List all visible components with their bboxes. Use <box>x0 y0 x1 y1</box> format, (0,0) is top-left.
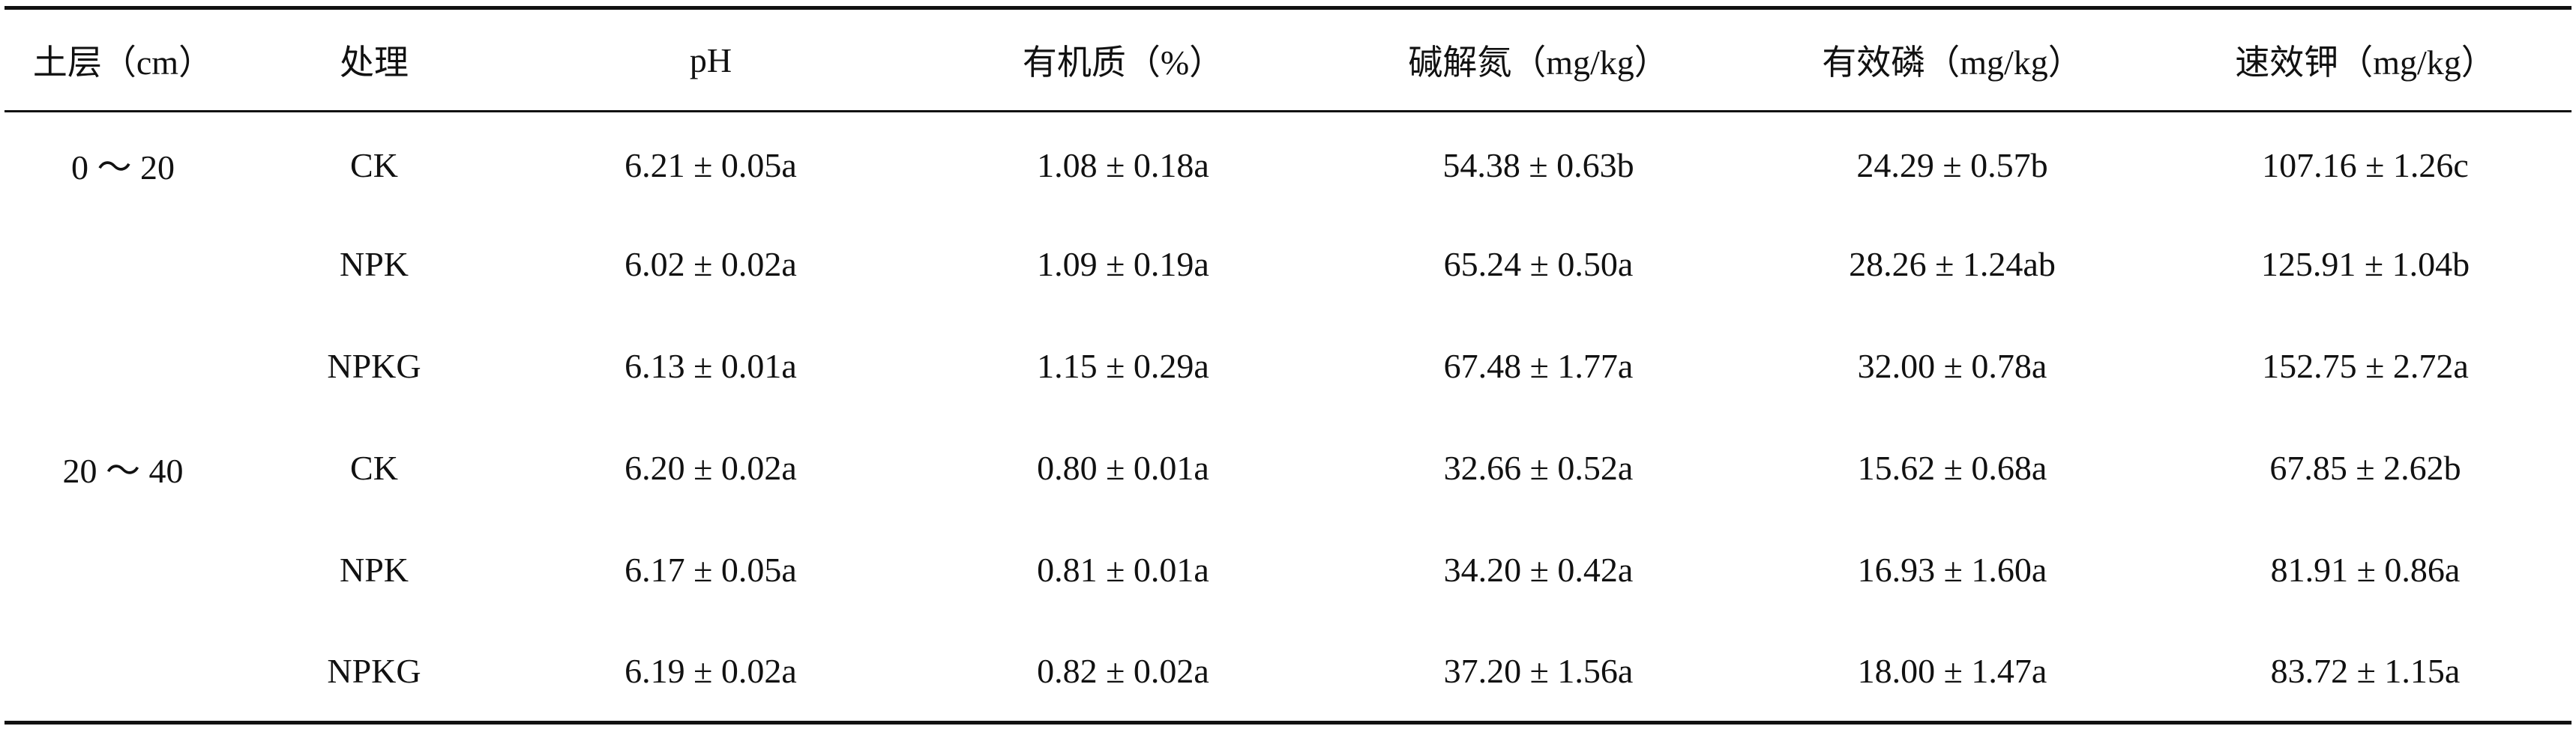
cell-soil-layer <box>4 519 241 621</box>
cell-ph: 6.20 ± 0.02a <box>625 449 797 487</box>
header-soil-layer: 土层（cm） <box>4 6 241 112</box>
cell-soil-layer <box>4 620 241 725</box>
table-body: 0 ～ 20 CK 6.21 ± 0.05a 1.08 ± 0.18a 54.3… <box>4 112 2572 725</box>
cell-available-k: 67.85 ± 2.62b <box>2269 449 2461 487</box>
header-row: 土层（cm） 处理 pH 有机质（%） 碱解氮（mg/kg） 有效磷（mg/kg… <box>4 6 2572 112</box>
table-row: 20 ～ 40 CK 6.20 ± 0.02a 0.80 ± 0.01a 32.… <box>4 417 2572 519</box>
header-available-p: 有效磷（mg/kg） <box>1745 6 2159 112</box>
cell-alkali-n: 54.38 ± 0.63b <box>1442 145 1634 184</box>
cell-organic-matter: 0.80 ± 0.01a <box>1037 449 1209 487</box>
cell-available-p: 28.26 ± 1.24ab <box>1849 245 2056 283</box>
cell-ph: 6.02 ± 0.02a <box>625 245 797 283</box>
table-row: 0 ～ 20 CK 6.21 ± 0.05a 1.08 ± 0.18a 54.3… <box>4 112 2572 214</box>
cell-soil-layer <box>4 315 241 417</box>
cell-available-p: 24.29 ± 0.57b <box>1856 145 2048 184</box>
cell-organic-matter: 1.09 ± 0.19a <box>1037 245 1209 283</box>
cell-treatment: NPK <box>339 245 409 283</box>
cell-alkali-n: 34.20 ± 0.42a <box>1443 551 1634 589</box>
cell-ph: 6.21 ± 0.05a <box>625 145 797 184</box>
cell-available-p: 32.00 ± 0.78a <box>1857 347 2047 385</box>
table-row: NPKG 6.19 ± 0.02a 0.82 ± 0.02a 37.20 ± 1… <box>4 620 2572 725</box>
cell-ph: 6.13 ± 0.01a <box>625 347 797 385</box>
header-ph: pH <box>507 6 915 112</box>
header-treatment: 处理 <box>241 6 507 112</box>
cell-treatment: CK <box>350 145 398 184</box>
cell-soil-layer: 0 ～ 20 <box>71 148 175 187</box>
soil-properties-table: 土层（cm） 处理 pH 有机质（%） 碱解氮（mg/kg） 有效磷（mg/kg… <box>4 6 2572 725</box>
cell-soil-layer: 20 ～ 40 <box>62 451 184 490</box>
cell-organic-matter: 1.08 ± 0.18a <box>1037 145 1209 184</box>
table-row: NPK 6.17 ± 0.05a 0.81 ± 0.01a 34.20 ± 0.… <box>4 519 2572 621</box>
cell-alkali-n: 65.24 ± 0.50a <box>1443 245 1634 283</box>
cell-available-k: 107.16 ± 1.26c <box>2262 145 2469 184</box>
cell-available-k: 83.72 ± 1.15a <box>2159 620 2572 725</box>
cell-treatment: NPKG <box>241 620 507 725</box>
cell-available-p: 15.62 ± 0.68a <box>1857 449 2047 487</box>
cell-soil-layer <box>4 214 241 315</box>
cell-available-k: 125.91 ± 1.04b <box>2260 245 2470 283</box>
cell-alkali-n: 67.48 ± 1.77a <box>1443 347 1634 385</box>
cell-treatment: NPKG <box>327 347 421 385</box>
cell-treatment: CK <box>350 449 398 487</box>
header-available-k: 速效钾（mg/kg） <box>2159 6 2572 112</box>
table-header: 土层（cm） 处理 pH 有机质（%） 碱解氮（mg/kg） 有效磷（mg/kg… <box>4 6 2572 112</box>
header-organic-matter: 有机质（%） <box>915 6 1331 112</box>
table-row: NPK 6.02 ± 0.02a 1.09 ± 0.19a 65.24 ± 0.… <box>4 214 2572 315</box>
cell-available-k: 81.91 ± 0.86a <box>2270 551 2461 589</box>
cell-available-p: 18.00 ± 1.47a <box>1745 620 2159 725</box>
cell-treatment: NPK <box>339 551 409 589</box>
cell-ph: 6.19 ± 0.02a <box>507 620 915 725</box>
cell-available-p: 16.93 ± 1.60a <box>1857 551 2047 589</box>
cell-alkali-n: 37.20 ± 1.56a <box>1331 620 1745 725</box>
cell-organic-matter: 0.81 ± 0.01a <box>1037 551 1209 589</box>
header-alkali-hydrolyzable-n: 碱解氮（mg/kg） <box>1331 6 1745 112</box>
cell-ph: 6.17 ± 0.05a <box>625 551 797 589</box>
table-row: NPKG 6.13 ± 0.01a 1.15 ± 0.29a 67.48 ± 1… <box>4 315 2572 417</box>
cell-organic-matter: 1.15 ± 0.29a <box>1037 347 1209 385</box>
cell-alkali-n: 32.66 ± 0.52a <box>1443 449 1634 487</box>
cell-organic-matter: 0.82 ± 0.02a <box>915 620 1331 725</box>
cell-available-k: 152.75 ± 2.72a <box>2262 347 2469 385</box>
